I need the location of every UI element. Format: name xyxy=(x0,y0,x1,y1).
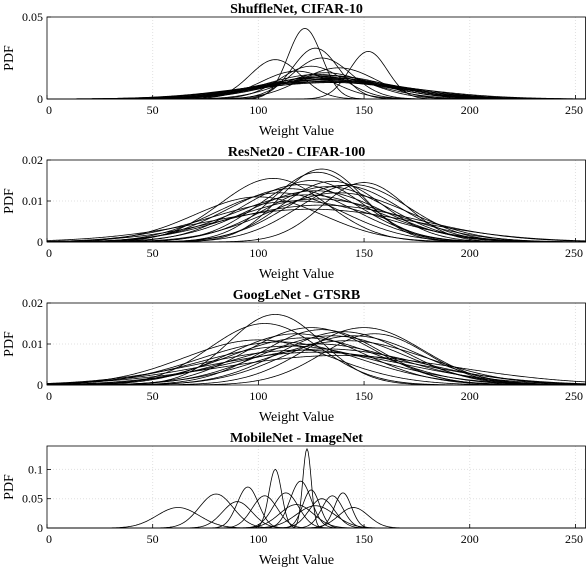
series-line-5 xyxy=(47,180,586,243)
series-line-23 xyxy=(47,82,586,100)
x-tick-label: 250 xyxy=(565,532,583,546)
chart-panel-2: 0 50 100 150 200 250 0 0.01 0.02 ResNet20 - CIFAR… xyxy=(2,145,586,282)
chart-panel-3: 0 50 100 150 200 250 0 0.01 0.02 GoogLeNet - GTSR… xyxy=(2,288,586,425)
y-tick-label: 0.01 xyxy=(22,194,43,208)
y-axis-label: PDF xyxy=(2,188,17,214)
chart-title: ResNet20 - CIFAR-100 xyxy=(228,145,365,160)
chart-panel-4: 0 50 100 150 200 250 0 0.05 0.1 MobileNet - Image… xyxy=(2,431,586,568)
x-tick-label: 100 xyxy=(249,532,267,546)
y-tick-label: 0.02 xyxy=(22,153,43,167)
chart-title: MobileNet - ImageNet xyxy=(230,431,363,446)
x-tick-label: 200 xyxy=(461,103,479,117)
series-line-22 xyxy=(47,81,586,100)
x-tick-label: 0 xyxy=(46,103,52,117)
series-line-10 xyxy=(47,190,586,243)
x-axis-label: Weight Value xyxy=(259,124,334,139)
series-line-19 xyxy=(47,340,586,386)
y-tick-label: 0.1 xyxy=(28,462,43,476)
x-tick-label: 100 xyxy=(249,103,267,117)
series-line-21 xyxy=(47,80,586,100)
y-tick-label: 0.05 xyxy=(22,492,43,506)
x-tick-label: 50 xyxy=(147,389,159,403)
y-tick-label: 0 xyxy=(37,235,43,249)
x-tick-label: 250 xyxy=(565,246,583,260)
chart-title: ShuffleNet, CIFAR-10 xyxy=(230,2,363,17)
x-tick-label: 200 xyxy=(461,532,479,546)
x-tick-label: 50 xyxy=(147,103,159,117)
series-line-15 xyxy=(46,355,586,385)
series-line-3 xyxy=(47,171,586,243)
series-line-7 xyxy=(47,67,586,100)
chart-panel-1: 0 50 100 150 200 250 0 0.05 ShuffleNet, CIFAR-10… xyxy=(2,2,586,139)
x-tick-label: 200 xyxy=(461,246,479,260)
plot-frame xyxy=(46,445,586,529)
series-line-14 xyxy=(46,208,586,242)
x-tick-label: 100 xyxy=(249,246,267,260)
x-tick-label: 0 xyxy=(46,389,52,403)
x-tick-label: 250 xyxy=(565,389,583,403)
y-tick-label: 0.01 xyxy=(22,337,43,351)
series-line-2 xyxy=(47,493,586,529)
series-line-16 xyxy=(46,341,586,386)
series-line-20 xyxy=(47,80,586,100)
y-axis-label: PDF xyxy=(2,45,17,71)
x-tick-label: 150 xyxy=(355,246,373,260)
y-axis-label: PDF xyxy=(2,331,17,357)
series-line-18 xyxy=(46,196,586,243)
x-axis-label: Weight Value xyxy=(259,410,334,425)
x-tick-label: 0 xyxy=(46,532,52,546)
y-tick-label: 0.02 xyxy=(22,296,43,310)
x-tick-label: 0 xyxy=(46,246,52,260)
series-line-5 xyxy=(47,57,586,100)
y-tick-label: 0 xyxy=(37,521,43,535)
x-axis-label: Weight Value xyxy=(259,553,334,568)
x-tick-label: 200 xyxy=(461,389,479,403)
plot-frame xyxy=(46,16,586,100)
x-tick-label: 100 xyxy=(249,389,267,403)
chart-title: GoogLeNet - GTSRB xyxy=(233,288,361,303)
x-tick-label: 250 xyxy=(565,103,583,117)
x-tick-label: 150 xyxy=(355,389,373,403)
series-line-20 xyxy=(47,198,586,243)
x-tick-label: 50 xyxy=(147,246,159,260)
series-line-13 xyxy=(47,504,586,529)
y-tick-label: 0 xyxy=(37,92,43,106)
series-line-9 xyxy=(47,185,586,243)
x-tick-label: 150 xyxy=(355,532,373,546)
y-axis-label: PDF xyxy=(2,474,17,500)
y-tick-label: 0.05 xyxy=(22,10,43,24)
series-line-20 xyxy=(46,349,586,385)
x-tick-label: 50 xyxy=(147,532,159,546)
x-tick-label: 150 xyxy=(355,103,373,117)
x-axis-label: Weight Value xyxy=(259,267,334,282)
series-line-11 xyxy=(47,74,586,100)
y-tick-label: 0 xyxy=(37,378,43,392)
series-line-5 xyxy=(47,468,586,529)
